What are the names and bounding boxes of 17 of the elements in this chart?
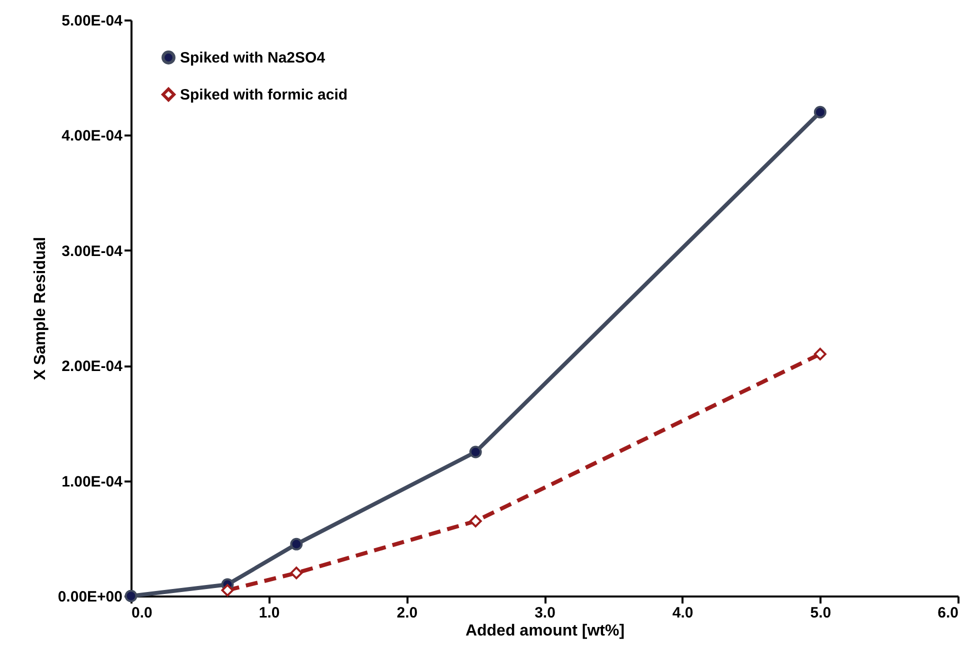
x-tick-label: 3.0: [534, 604, 556, 622]
y-tick-label: 3.00E-04: [62, 242, 124, 260]
y-tick-label: 0.00E+00: [58, 588, 122, 606]
x-axis-title: Added amount [wt%]: [465, 622, 625, 640]
y-tick-label: 1.00E-04: [62, 473, 124, 490]
x-tick-label: 5.0: [810, 604, 832, 622]
x-tick-label: 2.0: [396, 604, 418, 622]
x-tick-label: 4.0: [672, 604, 694, 622]
x-tick-label: 1.0: [258, 604, 280, 622]
y-axis-title: X Sample Residual: [32, 236, 49, 380]
x-tick-label: 0.0: [132, 604, 152, 622]
y-tick-label: 2.00E-04: [62, 358, 124, 376]
legend-label: Spiked with formic acid: [180, 86, 348, 104]
legend-label: Spiked with Na2SO4: [180, 50, 326, 66]
y-tick-label: 5.00E-04: [62, 12, 124, 30]
y-tick-label: 4.00E-04: [62, 128, 124, 145]
x-tick-label: 6.0: [938, 604, 958, 622]
